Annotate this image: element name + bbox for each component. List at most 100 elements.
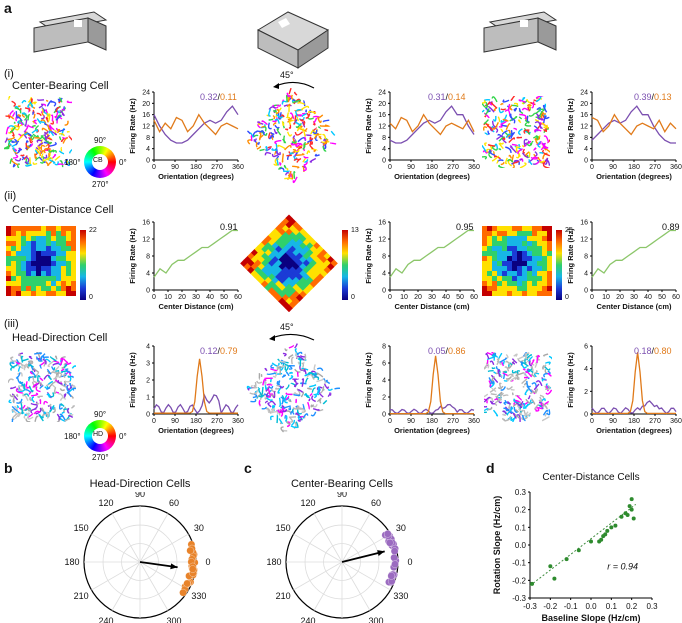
- heatmap-cell: [487, 276, 493, 282]
- trajectory-segment: [10, 364, 18, 371]
- cb-wheel-left: 180°: [64, 158, 81, 167]
- trajectory-segment: [270, 388, 277, 393]
- heatmap-cell: [66, 256, 72, 262]
- heatmap-cell: [46, 266, 52, 272]
- trajectory-segment: [34, 124, 40, 130]
- trajectory-segment: [38, 142, 44, 147]
- trajectory-segment: [543, 128, 548, 133]
- y-axis-label: Rotation Slope (Hz/cm): [492, 496, 502, 595]
- trajectory-segment: [527, 103, 532, 107]
- heatmap-cell: [26, 281, 32, 287]
- trajectory-segment: [544, 157, 549, 165]
- trajectory-segment: [40, 152, 44, 159]
- polar-spoke: [341, 533, 391, 563]
- trajectory-segment: [483, 112, 490, 119]
- trajectory-segment: [270, 364, 275, 369]
- trajectory-segment: [285, 392, 293, 396]
- trajectory-segment: [16, 398, 23, 404]
- heatmap-cell: [41, 251, 47, 257]
- heatmap-cell: [482, 241, 488, 247]
- trajectory-segment: [24, 114, 28, 121]
- trajectory-segment: [305, 109, 307, 113]
- trajectory-segment: [546, 384, 549, 392]
- heatmap-cell: [26, 271, 32, 277]
- trajectory-segment: [58, 393, 65, 399]
- trajectory-segment: [323, 383, 330, 389]
- trajectory-segment: [257, 121, 264, 125]
- y-tick-label: 12: [142, 237, 150, 244]
- trajectory-segment: [294, 149, 300, 153]
- trajectory-segment: [265, 385, 270, 392]
- trajectory-segment: [46, 124, 52, 132]
- trajectory-segment: [505, 360, 511, 366]
- trajectory-segment: [482, 144, 487, 152]
- heatmap-cell: [492, 251, 498, 257]
- heatmap-cell: [31, 251, 37, 257]
- colorbar-2-min: 0: [351, 294, 355, 301]
- trajectory-segment: [28, 101, 37, 107]
- trajectory-segment: [542, 112, 546, 115]
- trajectory-segment: [267, 388, 271, 398]
- rotation-label-i: 45°: [280, 70, 294, 80]
- trajectory-segment: [508, 137, 516, 143]
- trajectory-segment: [272, 109, 277, 113]
- x-axis-label: Orientation (degrees): [596, 426, 672, 435]
- y-tick-label: 2: [382, 395, 386, 402]
- heatmap-cell: [532, 246, 538, 252]
- trajectory-segment: [8, 399, 12, 404]
- trajectory-segment: [37, 375, 41, 382]
- trajectory-segment: [321, 140, 330, 144]
- scatter-point: [548, 564, 553, 569]
- y-tick-label: 0.0: [515, 541, 527, 550]
- trajectory-segment: [285, 116, 291, 119]
- polar-angle-label: 210: [276, 591, 291, 601]
- trajectory-segment: [275, 151, 281, 156]
- x-tick-label: 30: [428, 294, 436, 301]
- trajectory-segment: [23, 133, 28, 139]
- heatmap-cell: [56, 286, 62, 292]
- trajectory-segment: [498, 147, 502, 151]
- heatmap-cell: [61, 241, 67, 247]
- trajectory-segment: [59, 388, 66, 392]
- purple-series-line: [153, 393, 239, 415]
- trajectory-segment: [545, 361, 551, 365]
- heatmap-cell: [26, 246, 32, 252]
- trajectory-segment: [38, 414, 44, 422]
- trajectory-segment: [530, 398, 536, 405]
- heatmap-cell: [51, 261, 57, 267]
- heatmap-cell: [71, 241, 76, 247]
- trajectory-segment: [278, 166, 282, 170]
- trajectory-segment: [40, 355, 44, 363]
- mean-vector-arrowhead: [170, 563, 178, 570]
- heatmap-cell: [512, 276, 518, 282]
- trajectory-segment: [288, 399, 292, 403]
- polar-angle-label: 60: [371, 498, 381, 508]
- trajectory-segment: [270, 415, 274, 421]
- trajectory-segment: [64, 380, 71, 383]
- x-tick-label: 180: [426, 418, 438, 425]
- trajectory-segment: [266, 383, 273, 386]
- polar-spoke: [91, 561, 141, 591]
- trajectory-segment: [12, 147, 17, 153]
- heatmap-cell: [487, 261, 493, 267]
- trajectory-segment: [28, 364, 34, 368]
- colorbar-1-min: 0: [89, 294, 93, 301]
- trajectory-segment: [43, 411, 46, 414]
- trajectory-segment: [260, 374, 263, 377]
- trajectory-segment: [502, 394, 509, 397]
- trajectory-segment: [288, 354, 294, 359]
- trajectory-segment: [284, 414, 287, 419]
- heatmap-cell: [487, 251, 493, 257]
- purple-series-line: [389, 403, 475, 415]
- trajectory-segment: [504, 399, 511, 404]
- polar-angle-label: 120: [300, 498, 315, 508]
- trajectory-segment: [513, 353, 518, 357]
- trajectory-segment: [264, 151, 272, 156]
- heatmap-cell: [532, 251, 538, 257]
- heatmap-cell: [537, 291, 543, 296]
- trajectory-segment: [39, 377, 44, 382]
- trajectory-segment: [285, 172, 290, 176]
- trajectory-segment: [484, 364, 488, 370]
